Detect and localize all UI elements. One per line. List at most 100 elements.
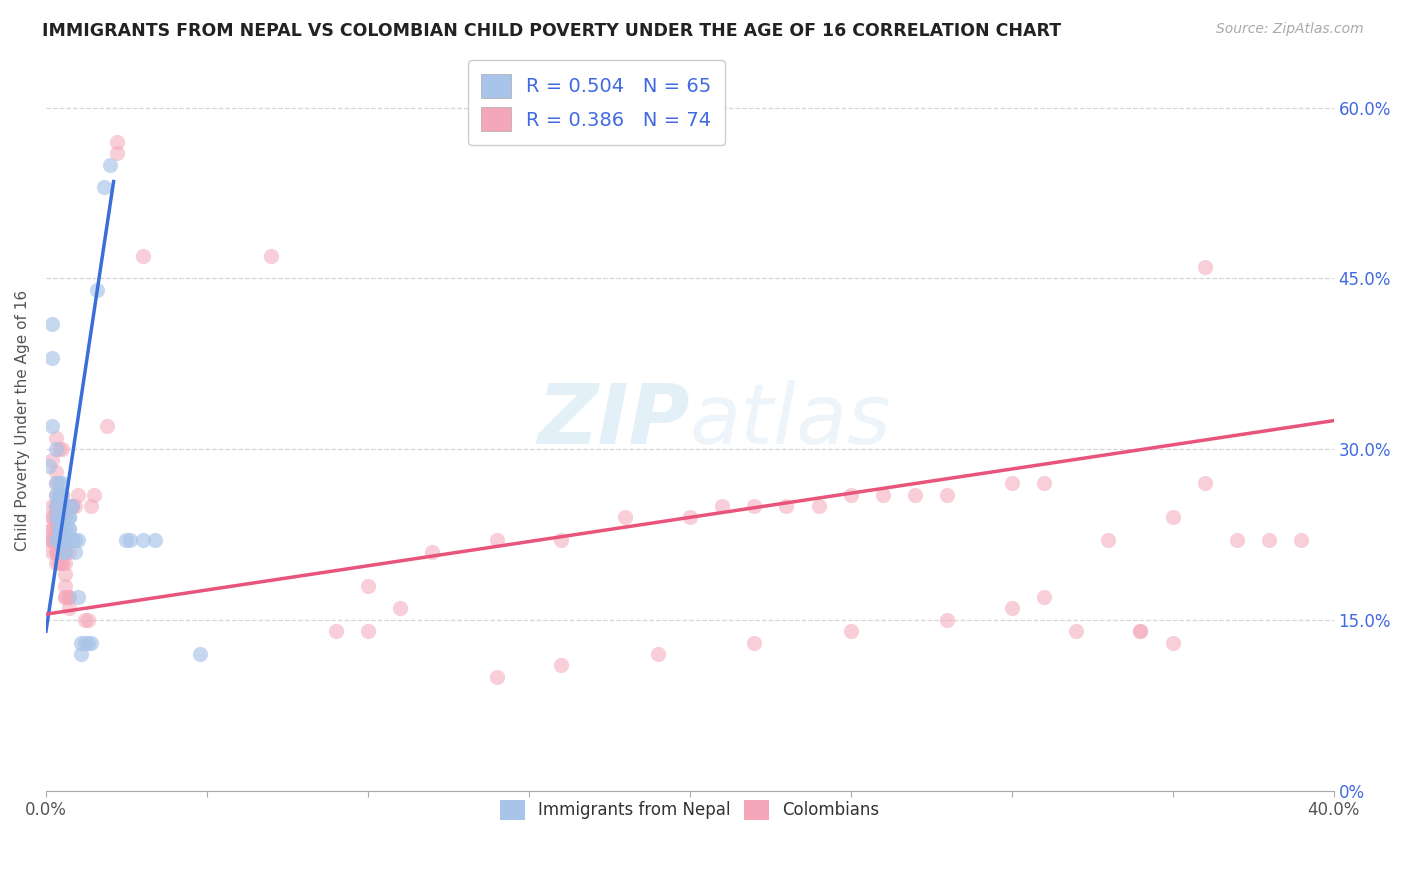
Point xyxy=(51,499,73,513)
Point xyxy=(48,522,70,536)
Point xyxy=(51,510,73,524)
Point xyxy=(48,556,70,570)
Text: ZIP: ZIP xyxy=(537,380,690,461)
Point xyxy=(83,488,105,502)
Point xyxy=(485,670,508,684)
Point xyxy=(58,544,80,558)
Point xyxy=(48,522,70,536)
Point xyxy=(60,533,83,548)
Point xyxy=(86,283,108,297)
Text: Source: ZipAtlas.com: Source: ZipAtlas.com xyxy=(1216,22,1364,37)
Point xyxy=(51,442,73,456)
Point xyxy=(38,533,60,548)
Point xyxy=(45,442,67,456)
Text: IMMIGRANTS FROM NEPAL VS COLOMBIAN CHILD POVERTY UNDER THE AGE OF 16 CORRELATION: IMMIGRANTS FROM NEPAL VS COLOMBIAN CHILD… xyxy=(42,22,1062,40)
Point xyxy=(60,499,83,513)
Point xyxy=(839,624,862,639)
Point xyxy=(115,533,138,548)
Point xyxy=(51,556,73,570)
Point xyxy=(53,590,76,604)
Point xyxy=(48,533,70,548)
Point xyxy=(48,533,70,548)
Point xyxy=(936,488,959,502)
Point xyxy=(51,510,73,524)
Point xyxy=(1194,476,1216,491)
Point xyxy=(550,533,572,548)
Point xyxy=(45,522,67,536)
Point xyxy=(48,510,70,524)
Point xyxy=(58,590,80,604)
Point xyxy=(98,157,121,171)
Point xyxy=(48,522,70,536)
Point xyxy=(41,453,63,467)
Point xyxy=(711,499,734,513)
Point xyxy=(51,533,73,548)
Y-axis label: Child Poverty Under the Age of 16: Child Poverty Under the Age of 16 xyxy=(15,290,30,551)
Point xyxy=(53,579,76,593)
Point xyxy=(1226,533,1249,548)
Point xyxy=(45,544,67,558)
Point xyxy=(51,544,73,558)
Point xyxy=(45,533,67,548)
Point xyxy=(936,613,959,627)
Point xyxy=(45,510,67,524)
Point xyxy=(60,499,83,513)
Point xyxy=(190,647,212,661)
Point xyxy=(45,476,67,491)
Point xyxy=(58,510,80,524)
Point xyxy=(45,465,67,479)
Point xyxy=(45,522,67,536)
Point xyxy=(51,533,73,548)
Point xyxy=(48,522,70,536)
Point xyxy=(41,544,63,558)
Point xyxy=(38,459,60,474)
Point xyxy=(48,510,70,524)
Point xyxy=(63,544,86,558)
Point xyxy=(53,533,76,548)
Point xyxy=(51,544,73,558)
Point xyxy=(48,533,70,548)
Point xyxy=(1064,624,1087,639)
Point xyxy=(60,533,83,548)
Point xyxy=(51,522,73,536)
Point xyxy=(45,499,67,513)
Point xyxy=(80,635,103,649)
Point xyxy=(41,510,63,524)
Point xyxy=(742,499,765,513)
Legend: Immigrants from Nepal, Colombians: Immigrants from Nepal, Colombians xyxy=(494,793,886,827)
Point xyxy=(45,533,67,548)
Point xyxy=(1097,533,1119,548)
Point xyxy=(70,647,93,661)
Point xyxy=(48,499,70,513)
Point xyxy=(63,499,86,513)
Point xyxy=(51,533,73,548)
Point xyxy=(1291,533,1313,548)
Point xyxy=(48,442,70,456)
Point xyxy=(70,635,93,649)
Point xyxy=(389,601,412,615)
Point xyxy=(96,419,118,434)
Point xyxy=(41,522,63,536)
Point xyxy=(48,510,70,524)
Point xyxy=(41,419,63,434)
Point xyxy=(67,533,90,548)
Point xyxy=(58,533,80,548)
Point xyxy=(839,488,862,502)
Point xyxy=(647,647,669,661)
Point xyxy=(53,522,76,536)
Point xyxy=(80,499,103,513)
Point xyxy=(45,499,67,513)
Point xyxy=(41,499,63,513)
Point xyxy=(48,488,70,502)
Point xyxy=(1161,510,1184,524)
Point xyxy=(53,544,76,558)
Point xyxy=(45,431,67,445)
Point xyxy=(1194,260,1216,274)
Point xyxy=(1258,533,1281,548)
Point xyxy=(53,544,76,558)
Point xyxy=(145,533,167,548)
Point xyxy=(1161,635,1184,649)
Point xyxy=(51,533,73,548)
Point xyxy=(51,556,73,570)
Point xyxy=(93,180,115,194)
